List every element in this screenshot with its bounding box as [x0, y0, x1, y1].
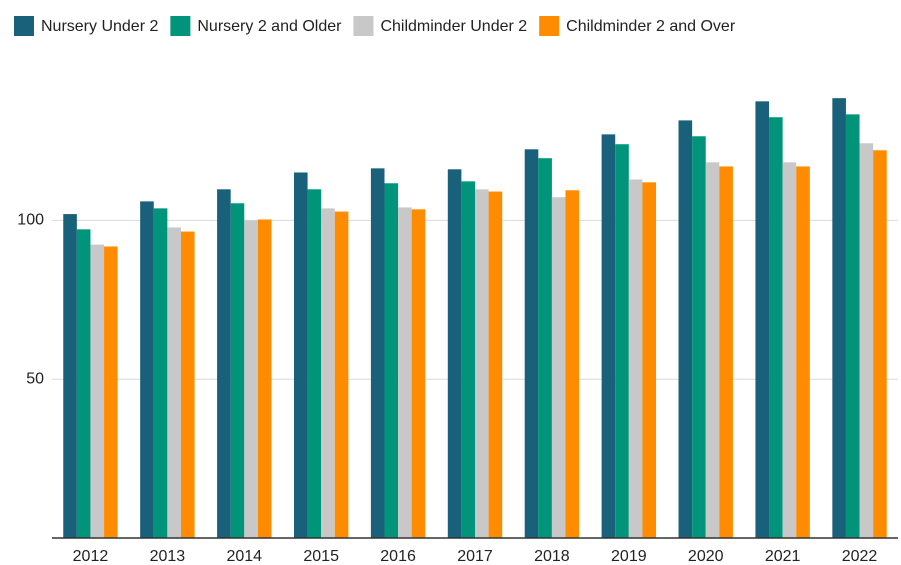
bar	[104, 246, 118, 539]
bar	[719, 166, 733, 538]
bar	[615, 144, 629, 538]
bar	[475, 189, 489, 539]
bar	[796, 166, 810, 538]
bar	[321, 208, 335, 538]
bar	[628, 179, 643, 538]
bar	[601, 134, 616, 538]
bar	[859, 143, 874, 538]
bar	[140, 201, 154, 539]
bar	[538, 158, 552, 538]
bar	[524, 149, 539, 538]
y-tick-label: 50	[26, 370, 44, 387]
bar	[370, 168, 385, 538]
bar	[307, 189, 322, 539]
bar	[244, 220, 258, 538]
bar	[461, 181, 475, 538]
bar	[551, 197, 566, 538]
bar	[447, 169, 462, 538]
bar	[705, 162, 720, 538]
legend-label: Nursery 2 and Older	[197, 18, 342, 35]
legend-label: Childminder 2 and Over	[566, 18, 736, 35]
bar	[398, 207, 412, 538]
bar	[334, 211, 349, 539]
bar	[678, 120, 693, 538]
legend-swatch	[170, 16, 191, 36]
x-tick-label: 2022	[842, 548, 878, 565]
bar	[230, 203, 245, 538]
y-tick-label: 100	[17, 212, 44, 229]
x-tick-label: 2021	[765, 548, 801, 565]
bar	[167, 227, 181, 538]
bar	[488, 191, 503, 538]
bar	[257, 219, 272, 538]
bar	[755, 101, 770, 538]
x-tick-label: 2016	[380, 548, 416, 565]
x-tick-label: 2017	[457, 548, 493, 565]
legend-swatch	[353, 16, 374, 36]
bar	[769, 117, 783, 539]
bar	[180, 231, 195, 538]
x-tick-label: 2012	[73, 548, 109, 565]
x-tick-label: 2013	[150, 548, 186, 565]
bar	[692, 136, 706, 538]
legend-label: Nursery Under 2	[41, 18, 158, 35]
bar	[217, 189, 231, 539]
bar	[384, 183, 399, 538]
legend-label: Childminder Under 2	[380, 18, 527, 35]
bar	[90, 244, 105, 538]
bar	[642, 182, 657, 538]
bar	[873, 150, 887, 538]
bar	[76, 229, 91, 538]
bar	[63, 214, 77, 538]
bar	[411, 209, 426, 538]
bar	[153, 208, 168, 538]
x-tick-label: 2015	[303, 548, 339, 565]
bar	[782, 162, 797, 538]
x-tick-label: 2020	[688, 548, 724, 565]
bar	[565, 190, 580, 538]
bar	[832, 98, 846, 539]
bar	[845, 114, 860, 538]
legend-swatch	[539, 16, 560, 36]
bar	[293, 172, 308, 538]
legend-swatch	[14, 16, 34, 36]
x-tick-label: 2019	[611, 548, 647, 565]
x-tick-label: 2018	[534, 548, 570, 565]
x-tick-label: 2014	[226, 548, 262, 565]
